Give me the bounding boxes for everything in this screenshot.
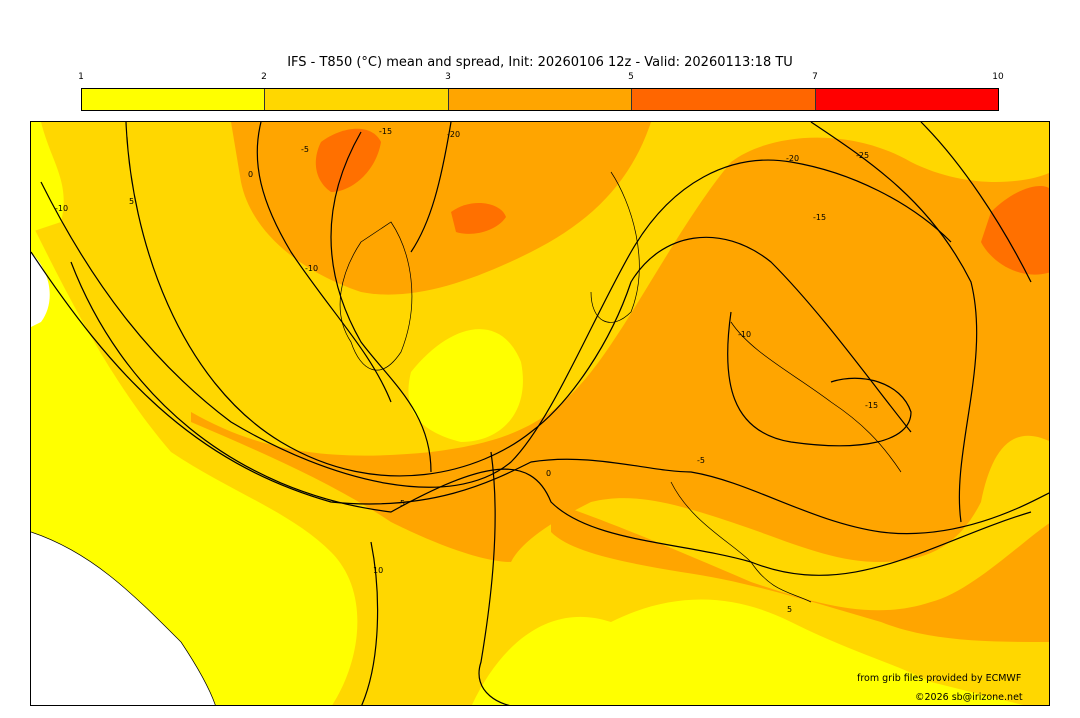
contour-label: -15 <box>813 213 826 222</box>
contour-label: -15 <box>865 401 878 410</box>
isotherm-line <box>256 122 392 403</box>
contour-label: 0 <box>248 170 253 179</box>
colorbar-tick: 2 <box>261 72 267 82</box>
na-coast <box>31 531 216 705</box>
contour-label: 0 <box>546 469 551 478</box>
greenland-coast <box>339 221 413 371</box>
colorbar-segment <box>82 89 266 110</box>
contour-label: -5 <box>697 456 705 465</box>
isotherm-line <box>727 311 912 447</box>
no-data-region <box>31 252 50 327</box>
contour-label: -5 <box>301 145 309 154</box>
contour-label: 10 <box>373 566 383 575</box>
contour-label: -15 <box>379 127 392 136</box>
isotherm-line <box>31 251 1049 535</box>
contour-labels: -10 5 0 -5 -15 -20 -10 -20 -25 -15 -10 -… <box>55 127 878 614</box>
spread-fill-3-5 <box>191 137 1049 562</box>
colorbar-segment <box>815 89 999 110</box>
spread-fill-5-7 <box>451 202 506 234</box>
copyright-credit: ©2026 sb@irizone.net <box>915 692 1023 703</box>
chart-title: IFS - T850 (°C) mean and spread, Init: 2… <box>287 55 793 70</box>
colorbar-tick: 7 <box>812 72 818 82</box>
colorbar-segment <box>632 89 816 110</box>
contour-label: -20 <box>447 130 460 139</box>
isotherm-contours <box>31 122 1049 705</box>
europe-coast <box>670 481 812 603</box>
colorbar-segment <box>448 89 633 110</box>
no-data-region <box>31 532 216 705</box>
isotherm-line <box>40 159 952 488</box>
map-panel: -10 5 0 -5 -15 -20 -10 -20 -25 -15 -10 -… <box>30 121 1050 706</box>
contour-label: 5 <box>400 499 405 508</box>
data-source-credit: from grib files provided by ECMWF <box>857 673 1022 684</box>
contour-label: -20 <box>786 154 799 163</box>
spread-map: -10 5 0 -5 -15 -20 -10 -20 -25 -15 -10 -… <box>31 122 1049 705</box>
isotherm-line <box>125 122 912 477</box>
spread-fill-5-7 <box>315 128 381 192</box>
spread-fill-3-5 <box>551 502 1049 642</box>
spread-fill-1-2 <box>408 329 523 442</box>
isotherm-line <box>810 122 978 523</box>
isotherm-line <box>361 541 379 705</box>
isotherm-line <box>410 122 452 253</box>
isotherm-line <box>70 261 1032 576</box>
isotherm-line <box>478 451 511 705</box>
contour-label: 5 <box>787 605 792 614</box>
isotherm-line <box>920 122 1032 283</box>
colorbar <box>81 88 999 111</box>
contour-label: -25 <box>856 151 869 160</box>
colorbar-segment <box>265 89 449 110</box>
contour-label: -10 <box>738 330 751 339</box>
colorbar-tick: 1 <box>78 72 84 82</box>
colorbar-tick: 3 <box>445 72 451 82</box>
contour-label: 5 <box>129 197 134 206</box>
spread-fill-1-2 <box>31 122 64 232</box>
isotherm-line <box>330 131 432 473</box>
spread-fill-5-7 <box>981 186 1049 275</box>
scandinavia-coast <box>730 321 902 473</box>
colorbar-tick: 5 <box>628 72 634 82</box>
colorbar-tick: 10 <box>992 72 1004 82</box>
contour-label: -10 <box>305 264 318 273</box>
contour-label: -10 <box>55 204 68 213</box>
spread-fill-1-2 <box>471 599 1023 705</box>
